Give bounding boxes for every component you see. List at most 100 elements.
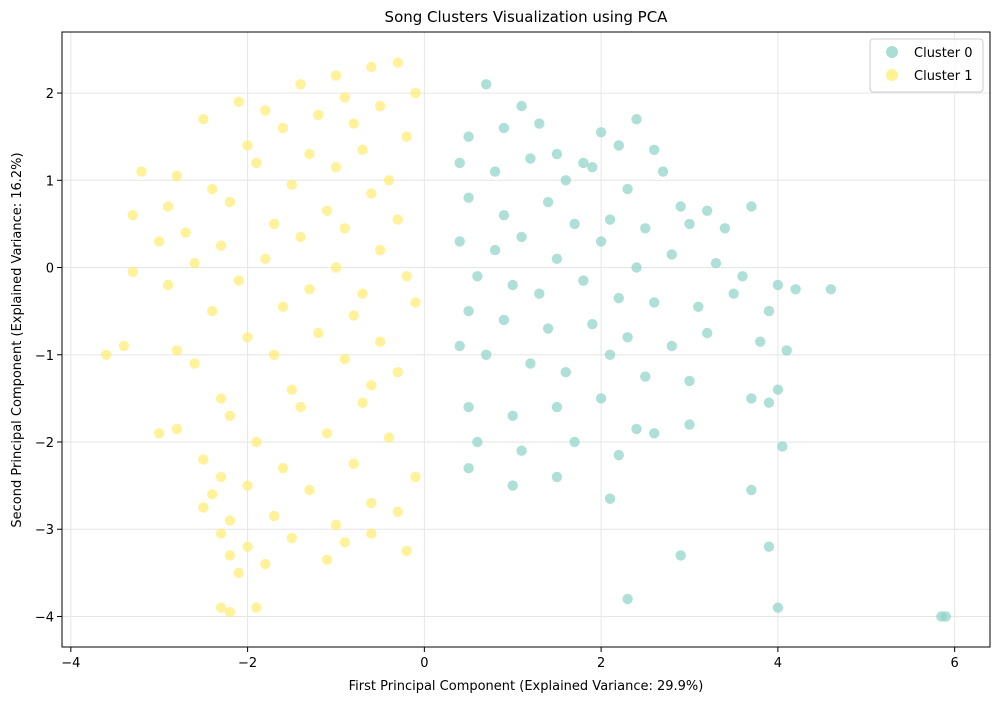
data-point <box>162 279 174 291</box>
x-tick-label: 4 <box>774 656 782 671</box>
data-point <box>330 262 342 273</box>
data-point <box>498 314 510 326</box>
data-point <box>242 480 253 491</box>
data-point <box>410 471 421 483</box>
data-point <box>454 340 465 352</box>
data-point <box>604 349 616 360</box>
data-point <box>189 358 200 369</box>
data-point <box>339 353 350 365</box>
data-point <box>321 554 333 565</box>
y-tick-label: −3 <box>35 523 54 538</box>
data-point <box>684 375 695 387</box>
y-tick-label: 1 <box>46 174 54 189</box>
data-point <box>507 480 518 491</box>
data-point <box>330 519 342 531</box>
data-point <box>516 231 527 243</box>
data-point <box>631 423 642 435</box>
data-point <box>242 332 253 343</box>
data-point <box>551 148 563 160</box>
data-point <box>693 301 704 312</box>
x-tick-label: 2 <box>597 656 605 671</box>
data-point <box>224 515 236 526</box>
data-point <box>622 183 633 195</box>
data-point <box>551 253 563 264</box>
data-point <box>375 100 386 112</box>
data-point <box>569 436 580 448</box>
data-point <box>233 567 244 579</box>
data-point <box>171 170 183 182</box>
data-point <box>472 436 483 448</box>
data-point <box>277 122 289 134</box>
plot-frame <box>61 31 991 648</box>
data-point <box>383 175 395 186</box>
chart-title: Song Clusters Visualization using PCA <box>385 8 669 26</box>
data-point <box>781 345 792 356</box>
x-axis-label: First Principal Component (Explained Var… <box>349 679 704 694</box>
data-point <box>560 175 571 186</box>
data-point <box>321 428 333 439</box>
data-point <box>463 463 474 474</box>
data-point <box>649 428 660 439</box>
legend-marker-cluster-1 <box>886 69 898 81</box>
x-tick-label: −2 <box>238 656 257 671</box>
data-point <box>489 166 501 177</box>
data-point <box>772 279 784 291</box>
data-point <box>613 292 624 304</box>
data-point <box>127 266 138 278</box>
data-point <box>295 401 306 413</box>
data-point <box>595 236 607 247</box>
data-point <box>215 240 227 251</box>
data-point <box>233 96 244 108</box>
y-tick-label: −4 <box>35 610 54 625</box>
data-point <box>101 349 112 360</box>
data-point <box>313 109 324 121</box>
data-point <box>746 201 757 212</box>
data-point <box>260 105 271 116</box>
data-point <box>463 401 474 413</box>
data-point <box>207 305 218 317</box>
data-point <box>489 244 501 256</box>
data-point <box>516 445 527 456</box>
data-point <box>207 183 218 195</box>
data-point <box>595 393 607 404</box>
data-point <box>268 218 280 230</box>
data-point <box>357 397 368 408</box>
y-tick-label: −2 <box>35 436 54 451</box>
data-point <box>313 327 324 339</box>
data-point <box>755 336 766 347</box>
data-point <box>569 218 580 230</box>
data-point <box>162 201 174 212</box>
x-axis-ticks: −4 −2 0 2 4 6 <box>61 647 959 671</box>
data-point <box>587 319 598 330</box>
data-point <box>304 484 315 496</box>
data-point <box>666 340 677 352</box>
data-point <box>763 397 775 408</box>
data-point <box>542 323 554 334</box>
data-point <box>366 61 377 73</box>
data-point <box>401 545 412 557</box>
data-point <box>251 602 262 613</box>
data-point <box>472 271 483 282</box>
data-point <box>321 205 333 216</box>
data-point <box>454 157 465 169</box>
data-point <box>392 367 403 378</box>
data-point <box>375 244 386 256</box>
data-point <box>366 497 377 509</box>
data-points <box>101 57 951 622</box>
data-point <box>242 140 253 151</box>
data-point <box>348 458 359 469</box>
legend-box <box>869 38 984 93</box>
y-axis-label: Second Principal Component (Explained Va… <box>10 152 25 527</box>
legend-label-cluster-1: Cluster 1 <box>914 69 973 84</box>
data-point <box>772 384 784 395</box>
data-point <box>215 471 227 483</box>
data-point <box>746 484 757 496</box>
data-point <box>260 253 271 264</box>
data-point <box>233 275 244 286</box>
y-tick-label: 0 <box>46 262 54 277</box>
data-point <box>224 196 236 208</box>
data-point <box>401 271 412 282</box>
data-point <box>702 327 713 339</box>
data-point <box>675 550 686 561</box>
